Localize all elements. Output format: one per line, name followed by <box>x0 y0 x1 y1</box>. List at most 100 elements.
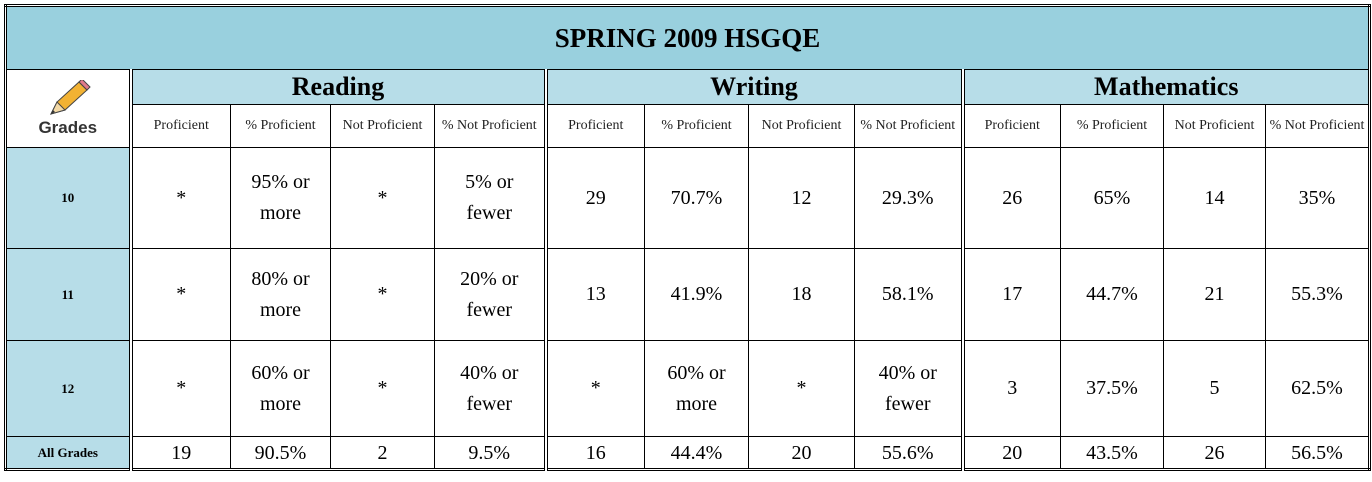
column-header: Proficient <box>128 104 231 148</box>
cell-text: 80% or more <box>251 267 310 321</box>
column-header: Proficient <box>960 104 1061 148</box>
data-cell: 90.5% <box>230 436 331 470</box>
cell-text: 70.7% <box>670 186 723 209</box>
grades-label: Grades <box>38 117 98 137</box>
cell-text: 26 <box>1204 441 1225 464</box>
cell-text: 41.9% <box>670 283 723 305</box>
cell-text: 90.5% <box>254 441 307 464</box>
data-cell: 62.5% <box>1264 340 1371 437</box>
data-cell: 43.5% <box>1060 436 1164 470</box>
cell-text: * <box>377 186 388 209</box>
data-row: 11 * 80% or more * 20% or fewer 13 41.9% 18 58.1… <box>5 248 1371 341</box>
grade-label: 10 <box>5 147 131 249</box>
data-cell: 60% or more <box>644 340 749 437</box>
cell-text: 44.4% <box>670 441 723 464</box>
cell-text: 9.5% <box>468 441 511 464</box>
data-cell: 16 <box>543 436 645 470</box>
data-cell: 40% or fewer <box>434 340 546 437</box>
cell-text: 20% or fewer <box>460 267 519 321</box>
grades-header: Grades <box>5 69 131 148</box>
cell-text: 29.3% <box>881 186 934 209</box>
cell-text: 60% or more <box>251 361 310 415</box>
data-cell: 37.5% <box>1060 340 1164 437</box>
data-cell: 18 <box>748 248 855 341</box>
cell-text: * <box>377 377 388 399</box>
cell-text: 12 <box>791 186 812 209</box>
cell-text: 13 <box>585 283 606 305</box>
data-cell: 60% or more <box>230 340 331 437</box>
cell-text: 2 <box>377 441 388 464</box>
cell-text: 95% or more <box>251 171 310 224</box>
data-cell: 65% <box>1060 147 1164 249</box>
data-cell: * <box>330 147 435 249</box>
cell-text: * <box>590 377 601 399</box>
hsgqe-table-wrap: SPRING 2009 HSGQE Grades Reading Writing Mat… <box>4 4 1372 471</box>
grade-label: 12 <box>5 340 131 437</box>
data-cell: 9.5% <box>434 436 546 470</box>
cell-text: 35% <box>1298 186 1336 209</box>
data-cell: 29.3% <box>854 147 963 249</box>
data-cell: 80% or more <box>230 248 331 341</box>
data-cell: 13 <box>543 248 645 341</box>
data-cell: 3 <box>960 340 1061 437</box>
subject-header: Writing <box>543 69 963 105</box>
data-cell: * <box>748 340 855 437</box>
cell-text: 21 <box>1204 283 1225 305</box>
cell-text: * <box>377 283 388 305</box>
data-cell: 26 <box>960 147 1061 249</box>
cell-text: * <box>176 283 187 305</box>
cell-text: 62.5% <box>1291 377 1343 399</box>
data-cell: 20 <box>960 436 1061 470</box>
data-cell: 58.1% <box>854 248 963 341</box>
cell-text: 65% <box>1093 186 1131 209</box>
data-cell: 55.3% <box>1264 248 1371 341</box>
data-cell: 35% <box>1264 147 1371 249</box>
cell-text: * <box>796 377 807 399</box>
column-header: Not Proficient <box>1163 104 1266 148</box>
title-row: SPRING 2009 HSGQE <box>4 5 1371 70</box>
data-cell: 17 <box>960 248 1061 341</box>
data-cell: 20 <box>748 436 855 470</box>
data-cell: 26 <box>1163 436 1266 470</box>
data-cell: * <box>330 340 435 437</box>
subject-header: Reading <box>128 69 546 105</box>
data-cell: 41.9% <box>644 248 749 341</box>
results-table: SPRING 2009 HSGQE Grades Reading Writing Mat… <box>4 4 1372 471</box>
data-cell: 40% or fewer <box>854 340 963 437</box>
cell-text: 55.6% <box>881 441 934 464</box>
subject-header: Mathematics <box>960 69 1371 105</box>
column-header-row: Proficient% Proficient Not Proficient% No… <box>6 104 1371 148</box>
data-row: 12 * 60% or more * 40% or fewer * 60% or more *… <box>5 340 1371 437</box>
cell-text: 5 <box>1209 377 1220 399</box>
data-cell: 21 <box>1163 248 1266 341</box>
data-cell: 20% or fewer <box>434 248 546 341</box>
column-header: % Not Proficient <box>434 104 546 148</box>
cell-text: 40% or fewer <box>460 361 519 415</box>
cell-text: 5% or fewer <box>465 171 514 224</box>
data-cell: 44.4% <box>644 436 749 470</box>
data-cell: 44.7% <box>1060 248 1164 341</box>
column-header: % Proficient <box>1060 104 1164 148</box>
table-title: SPRING 2009 HSGQE <box>4 5 1371 70</box>
data-cell: 12 <box>748 147 855 249</box>
data-cell: 5 <box>1163 340 1266 437</box>
data-cell: 70.7% <box>644 147 749 249</box>
data-cell: 19 <box>128 436 231 470</box>
cell-text: 56.5% <box>1291 441 1343 464</box>
column-header: % Proficient <box>230 104 331 148</box>
cell-text: 20 <box>1002 441 1023 464</box>
column-header: % Proficient <box>644 104 749 148</box>
data-cell: 29 <box>543 147 645 249</box>
data-cell: * <box>330 248 435 341</box>
cell-text: 37.5% <box>1086 377 1138 399</box>
data-row: All Grades 19 90.5% 2 9.5% 16 44.4% 20 55.6% 20 43… <box>5 436 1371 470</box>
data-row: 10 * 95% or more * 5% or fewer 29 70.7% 12 29.3%… <box>5 147 1371 249</box>
data-cell: * <box>128 147 231 249</box>
column-header: % Not Proficient <box>854 104 963 148</box>
cell-text: 40% or fewer <box>878 361 937 415</box>
data-cell: 55.6% <box>854 436 963 470</box>
cell-text: 20 <box>791 441 812 464</box>
data-cell: * <box>128 248 231 341</box>
cell-text: 3 <box>1007 377 1018 399</box>
cell-text: 60% or more <box>667 361 726 415</box>
